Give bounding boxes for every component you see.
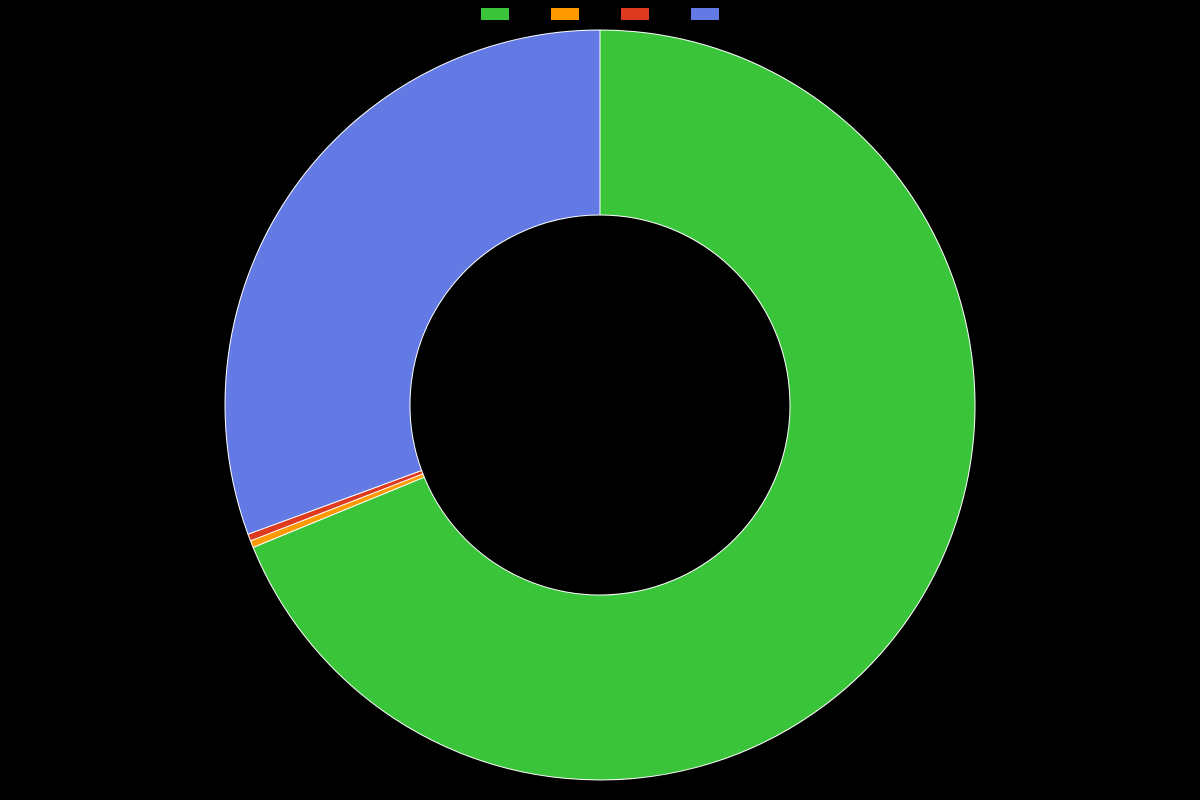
donut-chart-svg	[0, 0, 1200, 800]
donut-chart-container	[0, 0, 1200, 800]
donut-slice	[225, 30, 600, 534]
